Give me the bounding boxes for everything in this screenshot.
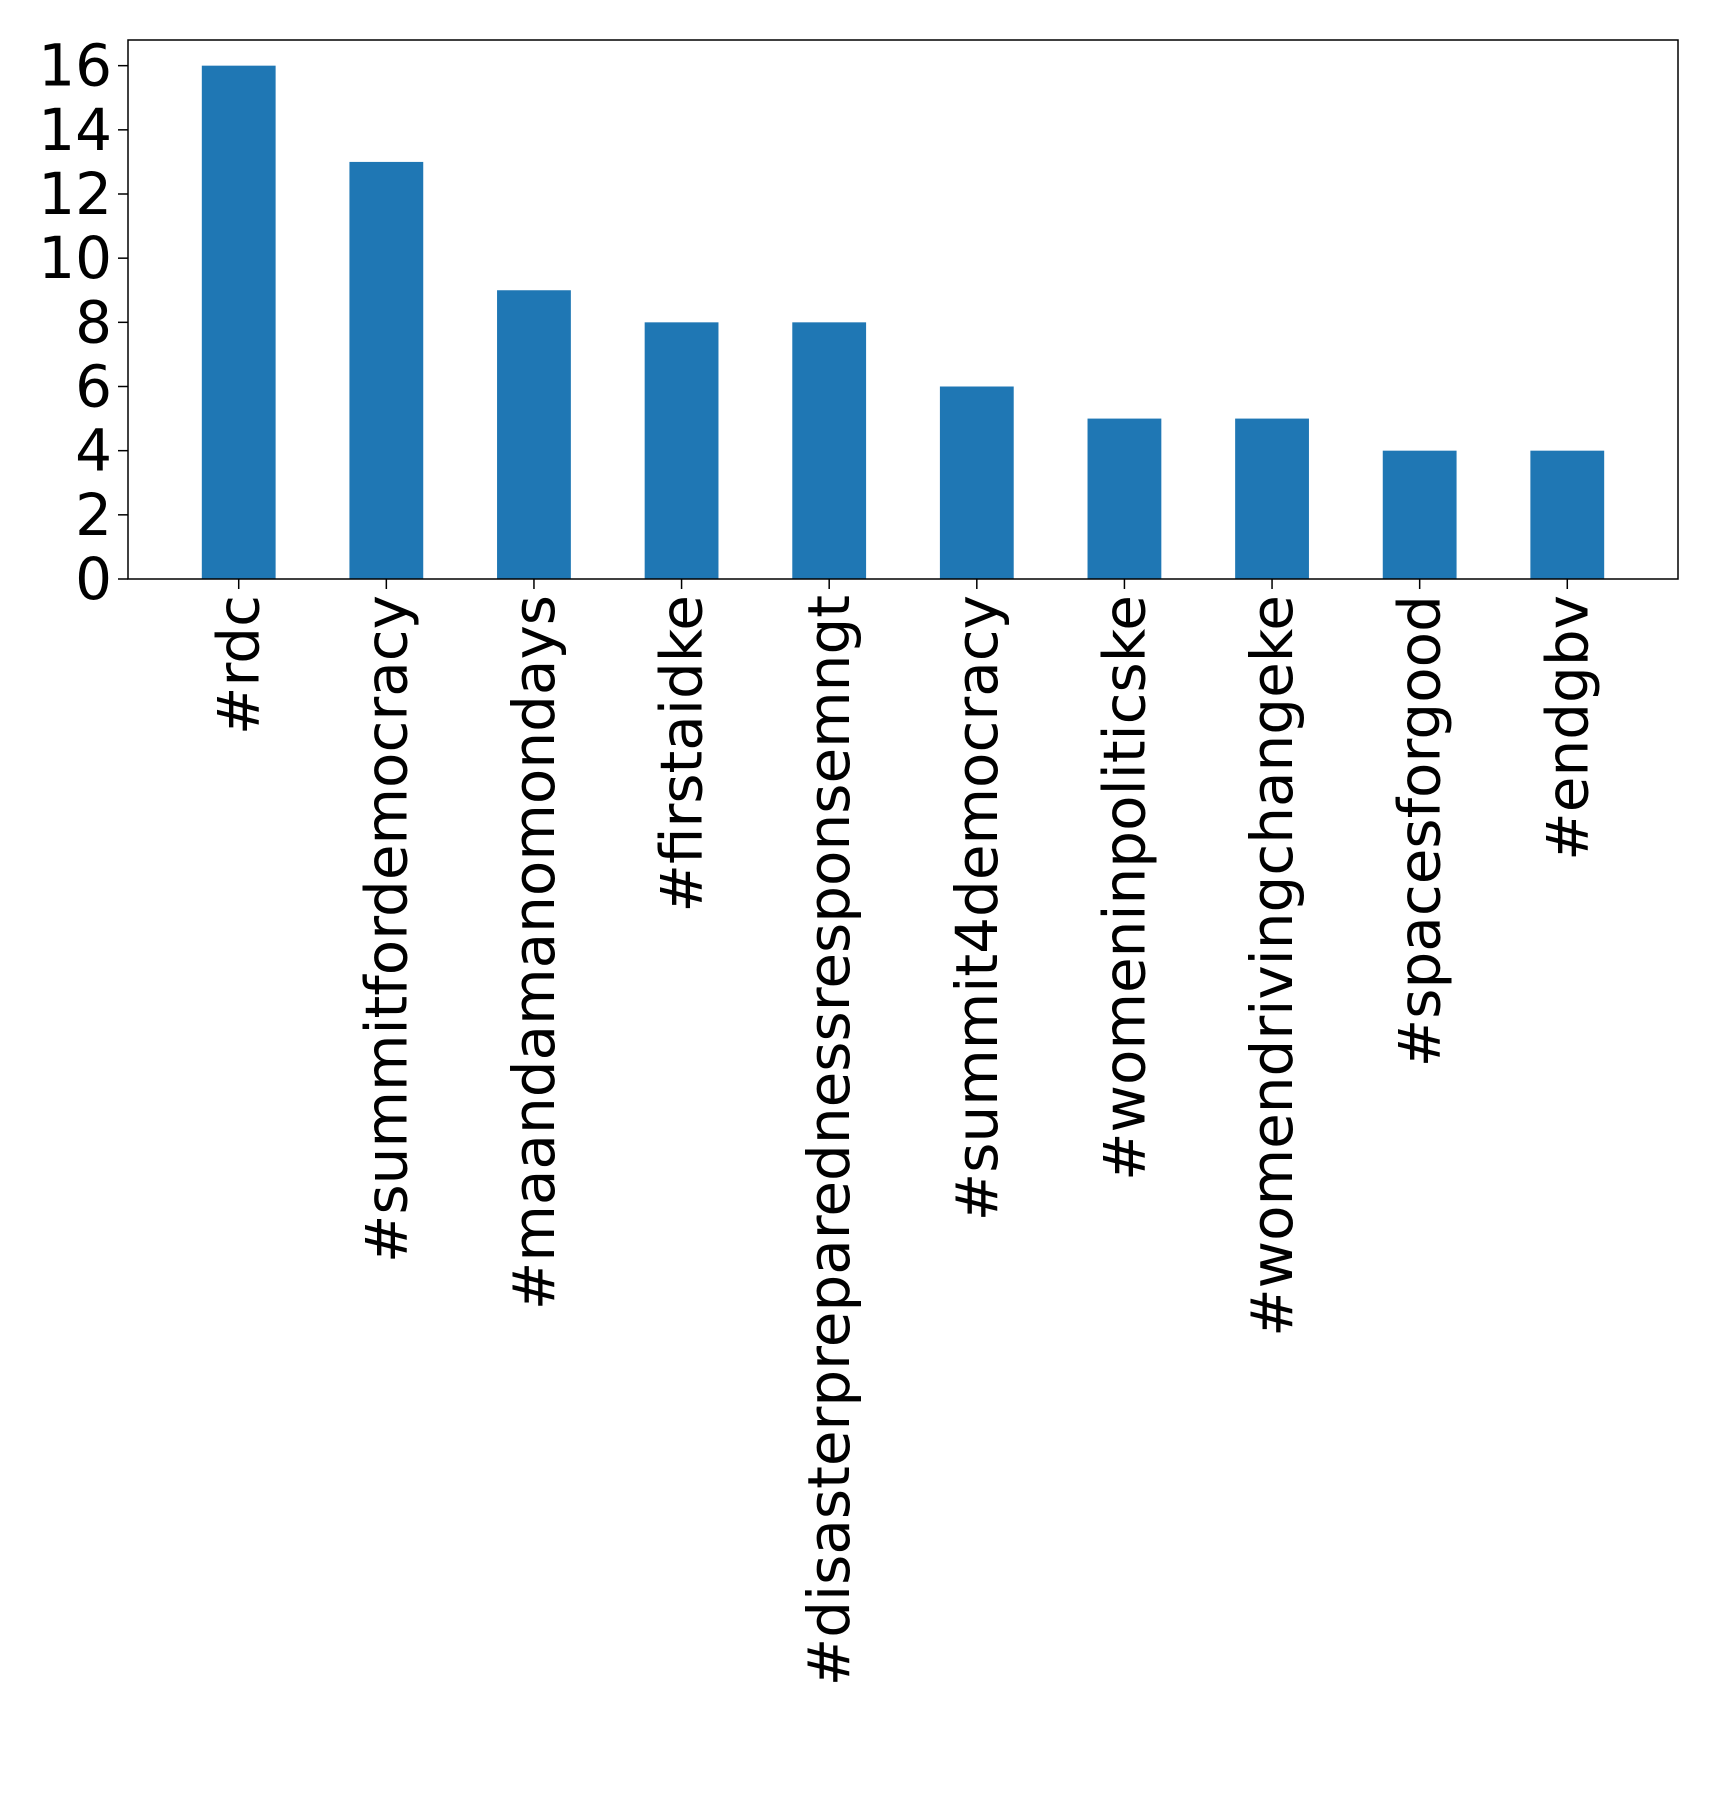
bar-7	[1235, 418, 1309, 579]
x-tick-label-8: #spacesforgood	[1386, 595, 1454, 1067]
x-tick-label-4: #disasterpreparednessresponsemngt	[795, 595, 863, 1686]
bar-9	[1530, 450, 1605, 579]
y-tick-label-0: 0	[75, 545, 112, 613]
y-tick-label-4: 8	[75, 288, 112, 356]
bar-6	[1087, 418, 1162, 579]
x-axis: #rdc #summitfordemocracy #maandamanomonday…	[205, 579, 1601, 1686]
x-tick-label-5: #summit4democracy	[943, 595, 1011, 1221]
bar-8	[1382, 450, 1457, 579]
x-tick-label-2: #maandamanomondays	[500, 595, 568, 1310]
bar-4	[792, 322, 867, 579]
bar-0	[201, 65, 276, 579]
y-tick-label-6: 12	[38, 160, 112, 228]
bar-1	[349, 161, 424, 579]
bar-3	[644, 322, 719, 579]
bar-5	[939, 386, 1014, 579]
y-tick-label-1: 2	[75, 481, 112, 549]
y-tick-label-5: 10	[38, 224, 112, 292]
x-tick-label-6: #womeninpoliticske	[1090, 595, 1158, 1181]
plot-frame	[127, 39, 1679, 580]
x-tick-label-9: #endgbv	[1533, 595, 1601, 861]
y-tick-label-2: 4	[75, 417, 112, 485]
x-tick-label-3: #firstaidke	[648, 595, 716, 913]
y-tick-label-7: 14	[38, 96, 112, 164]
x-tick-label-7: #womendrivingchangeke	[1238, 595, 1306, 1337]
x-tick-label-0: #rdc	[205, 595, 273, 735]
bar-2	[497, 290, 571, 579]
y-tick-label-3: 6	[75, 353, 112, 421]
x-tick-label-1: #summitfordemocracy	[352, 595, 420, 1263]
bars-group	[201, 65, 1605, 579]
y-tick-label-8: 16	[38, 32, 112, 100]
